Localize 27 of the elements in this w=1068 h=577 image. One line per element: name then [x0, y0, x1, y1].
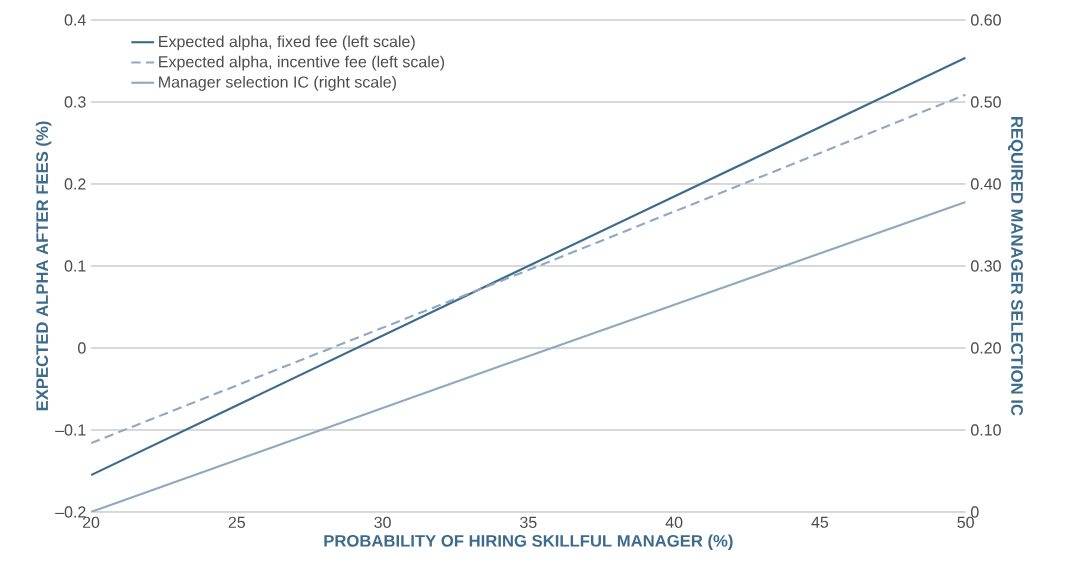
y-tick-label: –0.2 [55, 506, 86, 518]
y-tick-label: 0.1 [64, 260, 86, 272]
y2-tick-label: 0.30 [971, 260, 1001, 272]
y2-tick-label: 0 [971, 506, 979, 518]
x-tick-label: 25 [228, 516, 245, 529]
y2-tick-label: 0.50 [971, 96, 1001, 108]
y-axis-title: EXPECTED ALPHA AFTER FEES (%) [35, 121, 52, 411]
y-tick-label: 0.3 [64, 96, 86, 108]
x-tick-label: 35 [520, 516, 537, 529]
y-tick-label: 0 [78, 342, 86, 354]
x-tick-label: 40 [665, 516, 683, 529]
y-tick-label: –0.1 [55, 424, 86, 436]
x-tick-label: 50 [957, 516, 974, 529]
legend-label: Expected alpha, fixed fee (left scale) [159, 35, 415, 51]
y2-axis-title: REQUIRED MANAGER SELECTION IC [1008, 117, 1023, 416]
x-tick-label: 30 [374, 516, 391, 529]
x-tick-label: 20 [82, 516, 100, 529]
y2-tick-label: 0.60 [971, 14, 1001, 26]
y2-tick-label: 0.10 [971, 424, 1001, 436]
legend-label: Expected alpha, incentive fee (left scale) [159, 55, 445, 71]
y2-tick-label: 0.40 [971, 178, 1001, 190]
x-tick-label: 45 [811, 516, 829, 528]
y-tick-label: 0.2 [64, 178, 86, 190]
y2-tick-label: 0.20 [971, 342, 1001, 354]
y-tick-label: 0.4 [64, 14, 86, 26]
legend-label: Manager selection IC (right scale) [159, 75, 396, 91]
x-axis-title: PROBABILITY OF HIRING SKILLFUL MANAGER (%) [324, 534, 733, 551]
